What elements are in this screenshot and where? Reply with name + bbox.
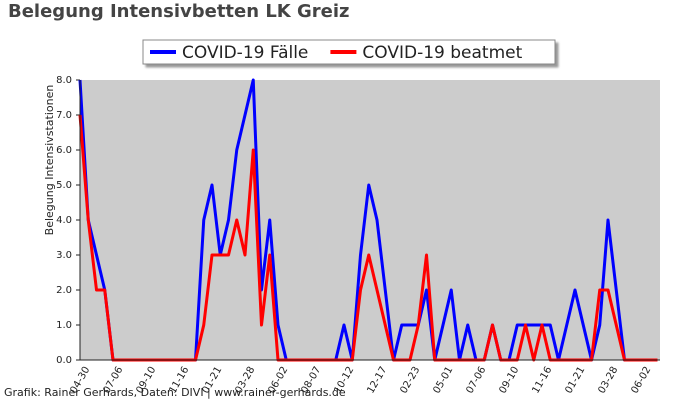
y-tick-label: 4.0	[56, 215, 72, 226]
legend-label: COVID-19 beatmet	[362, 43, 522, 63]
x-tick-label: 09-10	[497, 365, 521, 396]
y-tick-label: 2.0	[56, 285, 72, 296]
y-tick-label: 7.0	[56, 110, 72, 121]
x-tick-label: 12-17	[365, 365, 389, 396]
y-tick-label: 1.0	[56, 320, 72, 331]
x-tick-label: 07-06	[464, 365, 488, 396]
x-tick-label: 03-28	[596, 365, 620, 396]
y-axis-label: Belegung Intensivstationen	[43, 85, 56, 236]
x-tick-label: 01-21	[563, 365, 587, 396]
footer: Grafik: Rainer Gerhards, Daten: DIVI | w…	[4, 386, 346, 399]
y-tick-label: 5.0	[56, 180, 72, 191]
x-tick-label: 05-01	[431, 365, 455, 396]
x-tick-label: 06-02	[629, 365, 653, 396]
y-tick-label: 8.0	[56, 75, 72, 86]
legend-label: COVID-19 Fälle	[182, 43, 308, 63]
legend: COVID-19 Fälle COVID-19 beatmet	[142, 39, 556, 65]
chart-title: Belegung Intensivbetten LK Greiz	[8, 1, 350, 22]
plot-area	[80, 80, 660, 360]
y-tick-label: 3.0	[56, 250, 72, 261]
x-tick-label: 10-12	[332, 365, 356, 396]
y-tick-label: 0.0	[56, 355, 72, 366]
x-tick-label: 11-16	[530, 365, 554, 396]
x-tick-label: 02-23	[398, 365, 422, 396]
y-tick-label: 6.0	[56, 145, 72, 156]
